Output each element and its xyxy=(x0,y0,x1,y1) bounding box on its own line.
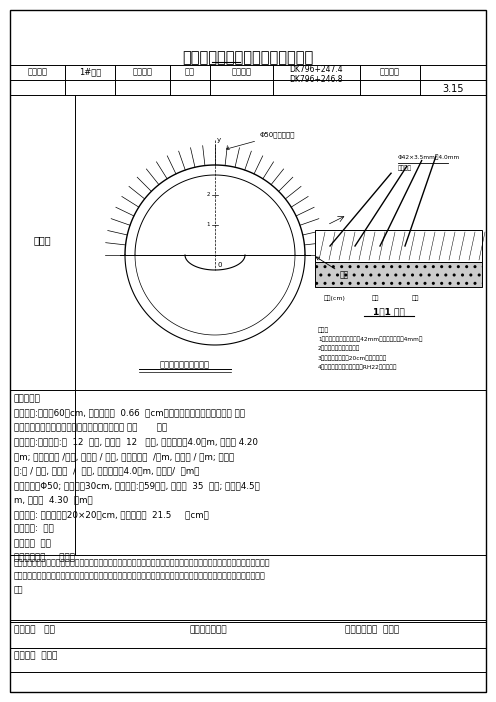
Text: 拱架间距:设计（60）cm, 实际平均（  0.66  ）cm，拱架垂直度是否满足需要（ 满足: 拱架间距:设计（60）cm, 实际平均（ 0.66 ）cm，拱架垂直度是否满足需… xyxy=(14,409,245,418)
Text: 示意图: 示意图 xyxy=(33,235,51,245)
Text: 技术员：  闵毅: 技术员： 闵毅 xyxy=(14,539,51,548)
Text: 3.15: 3.15 xyxy=(442,84,464,94)
Text: 超前小导管Φ50; 环向间距30cm, 设计根数:（59）根, 实际（  35  ）根; 设计（4.5）: 超前小导管Φ50; 环向间距30cm, 设计根数:（59）根, 实际（ 35 ）… xyxy=(14,481,260,490)
Text: 上导: 上导 xyxy=(185,67,195,77)
Text: Φ42×3.5mm，4.0mm: Φ42×3.5mm，4.0mm xyxy=(398,154,460,160)
Text: 报检结果：: 报检结果： xyxy=(14,394,41,403)
Text: 毕后符合要求由现场负责人进行确认。另外，签字报检者若报检有补充意见者可以在报检结论中补充说明，后附照片及说: 毕后符合要求由现场负责人进行确认。另外，签字报检者若报检有补充意见者可以在报检结… xyxy=(14,571,266,581)
Text: 报检日期: 报检日期 xyxy=(380,67,400,77)
Text: 1、本图超前小导管管径为42mm钢管，其余径为4mm；: 1、本图超前小导管管径为42mm钢管，其余径为4mm； xyxy=(318,336,423,342)
Text: 技术员：   闵毅: 技术员： 闵毅 xyxy=(14,625,55,634)
Text: 3、小导管环向间距20cm，根据地形；: 3、小导管环向间距20cm，根据地形； xyxy=(318,355,387,361)
Text: 钢筋网片: 设计间距（20×20）cm, 实际平均（  21.5     ）cm。: 钢筋网片: 设计间距（20×20）cm, 实际平均（ 21.5 ）cm。 xyxy=(14,510,209,519)
Text: 4、超前导管插入混凝土面至RH22不得有缺；: 4、超前导管插入混凝土面至RH22不得有缺； xyxy=(318,364,397,370)
Text: 现场负责人：  李关堂: 现场负责人： 李关堂 xyxy=(345,625,399,634)
Text: 系统锚杆:上导设计:（  12  ）根, 实际（  12   ）根, 设计每根（4.0）m, 实际（ 4.20: 系统锚杆:上导设计:（ 12 ）根, 实际（ 12 ）根, 设计每根（4.0）m… xyxy=(14,437,258,446)
Text: 2、本图为双排支护形式；: 2、本图为双排支护形式； xyxy=(318,345,360,351)
Text: ）m; 中导设计（ /）根, 实际（ / ）根, 设计每根（  /）m, 实际（ / ）m; 下导设: ）m; 中导设计（ /）根, 实际（ / ）根, 设计每根（ /）m, 实际（ … xyxy=(14,452,234,461)
Text: 锁脚锚杆: 锁脚锚杆 xyxy=(398,166,412,171)
Bar xyxy=(315,230,482,262)
Text: 明。: 明。 xyxy=(14,585,23,594)
Text: DK796+246.8: DK796+246.8 xyxy=(290,74,343,84)
Text: 备注：首先由施工队进行自检并签字，台检由报检技术员报检，由技术员填写数据，不能进行下道施工时要来整改，整改完: 备注：首先由施工队进行自检并签字，台检由报检技术员报检，由技术员填写数据，不能进… xyxy=(14,558,270,567)
Text: 间距(cm): 间距(cm) xyxy=(324,295,346,300)
Text: 说明：: 说明： xyxy=(318,327,329,333)
Text: m, 实际（  4.30  ）m。: m, 实际（ 4.30 ）m。 xyxy=(14,496,93,505)
Text: 洞口名称: 洞口名称 xyxy=(27,67,48,77)
Text: 超前小导管正面布置图: 超前小导管正面布置图 xyxy=(160,361,210,369)
Text: 现场负责人：     李关堂: 现场负责人： 李关堂 xyxy=(14,553,75,562)
Text: 施工队：  肖呼强: 施工队： 肖呼强 xyxy=(14,651,58,660)
Text: 计:（ / ）根, 实际（  /  ）根, 设计每根（4.0）m, 实际（/  ）m。: 计:（ / ）根, 实际（ / ）根, 设计每根（4.0）m, 实际（/ ）m。 xyxy=(14,467,199,475)
Text: 报检部位: 报检部位 xyxy=(132,67,152,77)
Text: ），拱架连接板尺寸及连接螺栓是否符合要求（ 满足       ）。: ），拱架连接板尺寸及连接螺栓是否符合要求（ 满足 ）。 xyxy=(14,423,167,432)
Text: 延米: 延米 xyxy=(411,295,419,300)
Text: Φ50超前小导管: Φ50超前小导管 xyxy=(227,132,296,150)
Text: 安全员：董福山: 安全员：董福山 xyxy=(190,625,228,634)
Text: 根数: 根数 xyxy=(371,295,379,300)
Text: y: y xyxy=(217,137,221,143)
Text: 1－1 剖面: 1－1 剖面 xyxy=(372,307,404,316)
Text: 大屋场隧道正洞初支及超前报检单: 大屋场隧道正洞初支及超前报检单 xyxy=(183,51,313,65)
Text: 报检结论:  合格: 报检结论: 合格 xyxy=(14,524,54,534)
Text: 锚杆: 锚杆 xyxy=(316,257,349,279)
Bar xyxy=(315,262,482,287)
Text: DK796+247.4: DK796+247.4 xyxy=(290,65,343,74)
Text: 1: 1 xyxy=(206,223,210,227)
Text: 0: 0 xyxy=(217,262,222,268)
Text: 报检里程: 报检里程 xyxy=(232,67,251,77)
Text: 1#横洞: 1#横洞 xyxy=(79,67,101,77)
Text: 2: 2 xyxy=(206,192,210,197)
